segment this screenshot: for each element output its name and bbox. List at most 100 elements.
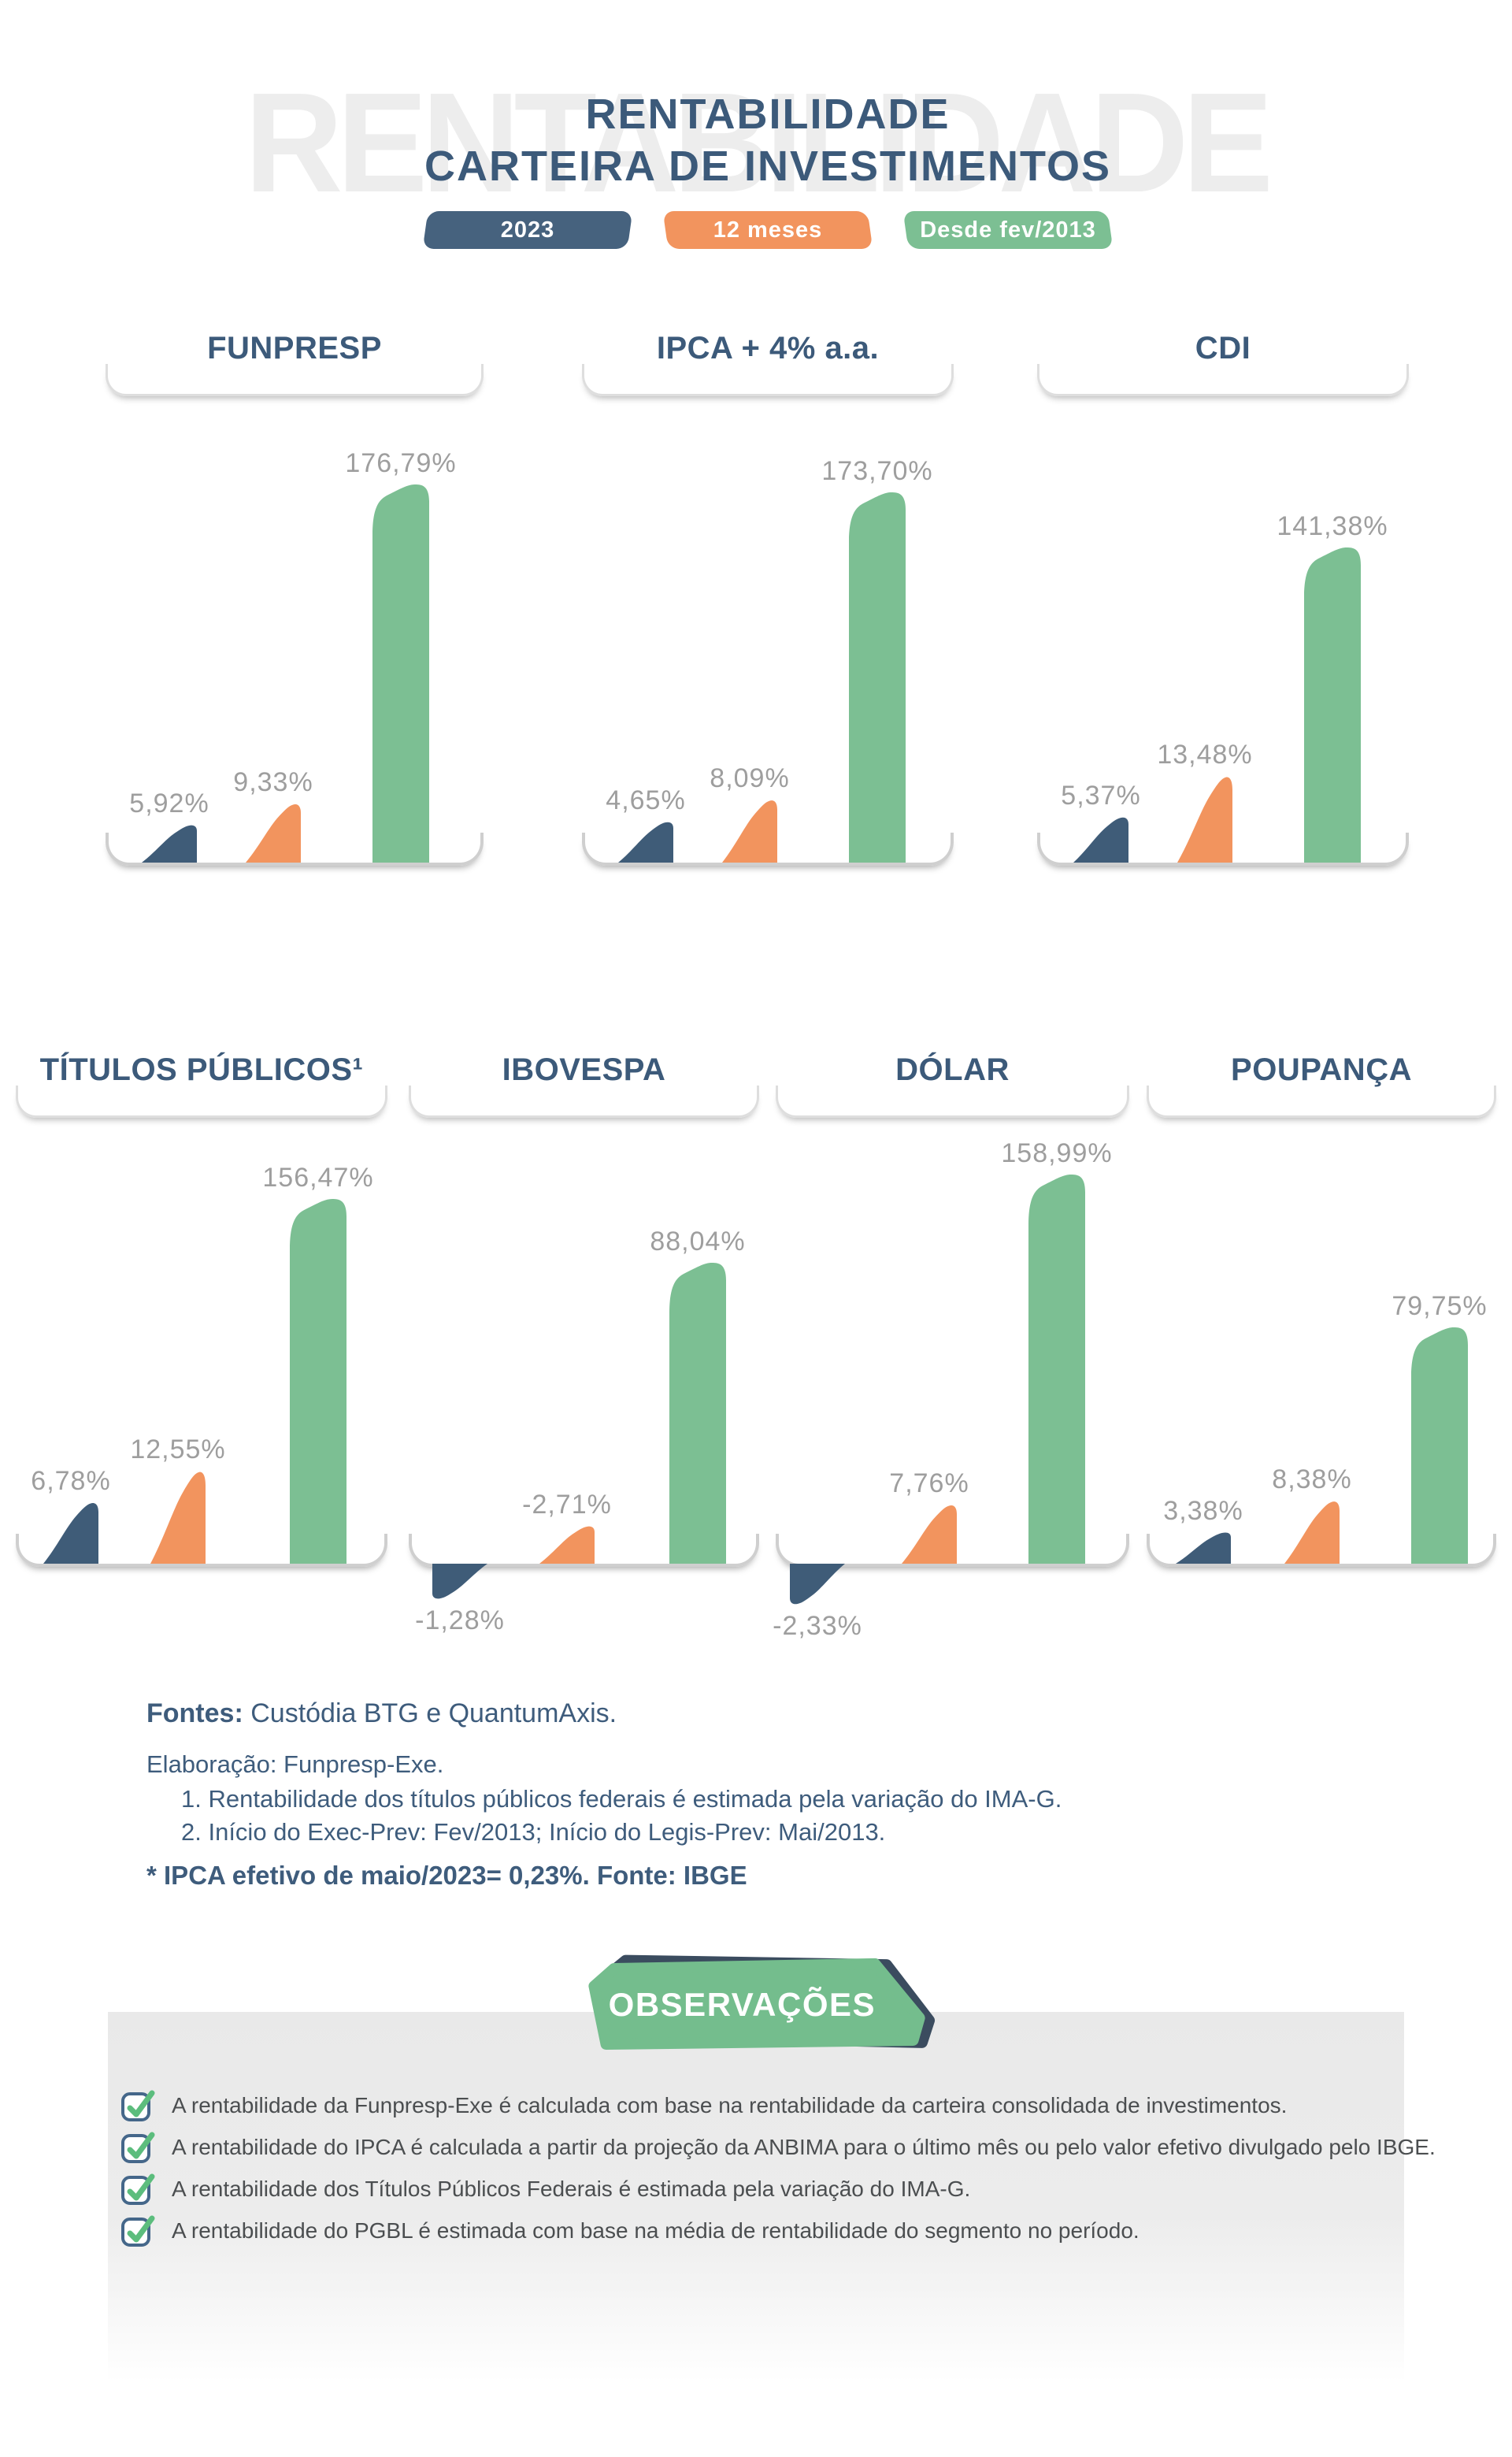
- bar-shape: [1411, 1327, 1468, 1564]
- observation-text: A rentabilidade do PGBL é estimada com b…: [172, 2218, 1140, 2243]
- legend-badge-2023: 2023: [422, 211, 633, 249]
- bar-12-meses: [246, 804, 301, 863]
- sources-label: Fontes:: [146, 1698, 243, 1728]
- chart-baseline-bracket: [409, 1534, 759, 1567]
- bar-shape: [539, 1526, 595, 1564]
- bar-value-label: 5,92%: [129, 789, 209, 818]
- bar-12-meses: [150, 1472, 206, 1564]
- bar-desde-fev-2013: [372, 484, 429, 863]
- bar-desde-fev-2013: [290, 1199, 346, 1564]
- chart-title: CDI: [1195, 331, 1251, 366]
- observation-text: A rentabilidade do IPCA é calculada a pa…: [172, 2135, 1436, 2159]
- bar-value-label: -2,33%: [773, 1611, 862, 1641]
- bar-shape: [1304, 547, 1361, 863]
- bar-12-meses: [1177, 777, 1232, 863]
- bar-shape: [849, 492, 906, 863]
- observation-text: A rentabilidade da Funpresp-Exe é calcul…: [172, 2093, 1288, 2117]
- checkbox-check-icon: [121, 2132, 155, 2163]
- bar-value-label: 173,70%: [821, 456, 933, 486]
- legend-badge-label: 2023: [500, 217, 555, 243]
- chart-title: IBOVESPA: [502, 1052, 666, 1087]
- legend-badge-label: Desde fev/2013: [920, 217, 1096, 243]
- sources-text: Custódia BTG e QuantumAxis.: [250, 1698, 617, 1728]
- bar-desde-fev-2013: [669, 1263, 726, 1564]
- bar-shape: [1176, 1532, 1231, 1564]
- bar-value-label: 7,76%: [889, 1468, 969, 1498]
- elaboration-line: Elaboração: Funpresp-Exe.: [146, 1750, 444, 1778]
- legend-badge-12-meses: 12 meses: [662, 211, 873, 249]
- bar-shape: [722, 800, 777, 863]
- footnote-2: 2. Início do Exec-Prev: Fev/2013; Início…: [181, 1818, 886, 1846]
- legend-badge-label: 12 meses: [713, 217, 823, 243]
- bar-shape: [246, 804, 301, 863]
- chart-baseline-bracket: [582, 833, 954, 866]
- observation-item: A rentabilidade dos Títulos Públicos Fed…: [120, 2169, 970, 2209]
- bar-value-label: 13,48%: [1157, 740, 1253, 770]
- bar-value-label: 176,79%: [345, 448, 457, 478]
- bar-2023: [142, 825, 197, 863]
- bar-12-meses: [539, 1526, 595, 1564]
- bar-12-meses: [1284, 1501, 1340, 1564]
- chart-baseline-bracket: [16, 1534, 387, 1567]
- observations-title: OBSERVAÇÕES: [608, 1985, 876, 2023]
- bar-2023: [1176, 1532, 1231, 1564]
- checkbox-check-icon: [121, 2173, 155, 2205]
- chart-title-bracket: [106, 364, 484, 396]
- watermark-text: RENTABILIDADE: [244, 64, 1273, 222]
- sources-line: Fontes: Custódia BTG e QuantumAxis.: [146, 1698, 617, 1729]
- chart-title: POUPANÇA: [1231, 1052, 1412, 1087]
- chart-title-bracket: [582, 364, 954, 396]
- bar-shape: [1073, 817, 1128, 863]
- footnote-1: 1. Rentabilidade dos títulos públicos fe…: [181, 1785, 1062, 1813]
- chart-title-bracket: [16, 1086, 387, 1118]
- bar-shape: [150, 1472, 206, 1564]
- bar-desde-fev-2013: [1411, 1327, 1468, 1564]
- chart-title: DÓLAR: [895, 1052, 1010, 1087]
- chart-title: IPCA + 4% a.a.: [656, 331, 880, 366]
- observation-item: A rentabilidade do PGBL é estimada com b…: [120, 2211, 1140, 2251]
- bar-value-label: 156,47%: [262, 1163, 374, 1193]
- page-title-line1: RENTABILIDADE: [585, 91, 951, 138]
- bar-value-label: 5,37%: [1061, 781, 1141, 811]
- chart-title-bracket: [409, 1086, 759, 1118]
- bar-value-label: 158,99%: [1001, 1138, 1113, 1168]
- bar-shape: [902, 1505, 957, 1564]
- chart-baseline-bracket: [1037, 833, 1409, 866]
- bar-value-label: 8,09%: [710, 763, 790, 793]
- bar-shape: [618, 822, 673, 863]
- observations-badge-shape: [588, 1954, 936, 2051]
- chart-title: TÍTULOS PÚBLICOS¹: [39, 1052, 364, 1087]
- bar-12-meses: [902, 1505, 957, 1564]
- ipca-note: * IPCA efetivo de maio/2023= 0,23%. Font…: [146, 1861, 747, 1890]
- chart-title-bracket: [1147, 1086, 1496, 1118]
- checkbox-check-icon: [121, 2090, 155, 2121]
- observation-item: A rentabilidade da Funpresp-Exe é calcul…: [120, 2086, 1287, 2125]
- bar-shape: [669, 1263, 726, 1564]
- checkbox-check-icon: [121, 2215, 155, 2247]
- observations-badge: OBSERVAÇÕES: [555, 1954, 953, 2054]
- bar-value-label: 6,78%: [31, 1466, 111, 1496]
- bar-value-label: 12,55%: [130, 1434, 226, 1464]
- observations-panel: [108, 2012, 1404, 2382]
- observation-item: A rentabilidade do IPCA é calculada a pa…: [120, 2128, 1436, 2167]
- observation-text: A rentabilidade dos Títulos Públicos Fed…: [172, 2177, 971, 2201]
- bar-2023: [43, 1503, 98, 1564]
- bar-value-label: 9,33%: [233, 767, 313, 797]
- bar-shape: [43, 1503, 98, 1564]
- bar-shape: [290, 1199, 346, 1564]
- legend-badge-desde-fev-2013: Desde fev/2013: [902, 211, 1114, 249]
- bar-shape: [1177, 777, 1232, 863]
- chart-title: FUNPRESP: [207, 331, 382, 366]
- chart-title-bracket: [1037, 364, 1409, 396]
- chart-title-bracket: [776, 1086, 1129, 1118]
- bar-2023: [1073, 817, 1128, 863]
- bar-shape: [1028, 1175, 1085, 1564]
- bar-shape: [790, 1564, 845, 1605]
- bar-desde-fev-2013: [1304, 547, 1361, 863]
- bar-value-label: -2,71%: [522, 1490, 612, 1520]
- bar-desde-fev-2013: [849, 492, 906, 863]
- bar-2023: [618, 822, 673, 863]
- bar-shape: [432, 1564, 487, 1599]
- bar-shape: [372, 484, 429, 863]
